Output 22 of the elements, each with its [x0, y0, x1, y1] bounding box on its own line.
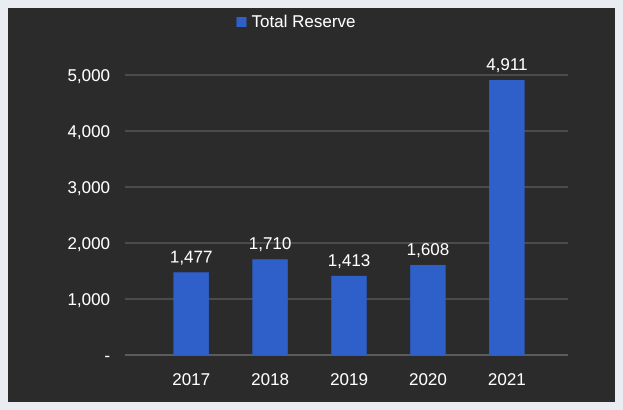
legend-label: Total Reserve	[252, 12, 356, 31]
x-tick-label: 2020	[409, 370, 447, 389]
data-label: 1,413	[328, 250, 370, 270]
y-tick-label: 1,000	[67, 290, 110, 309]
y-tick-label: 2,000	[67, 234, 110, 253]
y-tick-label: -	[104, 346, 110, 365]
bar	[173, 272, 209, 355]
data-label: 1,477	[170, 247, 212, 266]
y-tick-label: 3,000	[67, 178, 110, 197]
y-tick-label: 4,000	[67, 122, 110, 141]
data-label: 1,710	[248, 234, 292, 254]
y-tick-label: 5,000	[67, 66, 110, 85]
x-tick-label: 2017	[172, 370, 210, 389]
data-label: 1,608	[406, 240, 450, 259]
bar	[410, 264, 446, 355]
x-tick-label: 2018	[251, 370, 289, 389]
bar	[252, 259, 288, 355]
data-label: 4,911	[486, 54, 528, 74]
bar	[331, 276, 367, 355]
x-tick-label: 2021	[488, 370, 526, 389]
x-tick-label: 2019	[330, 370, 368, 389]
bar	[489, 80, 525, 355]
